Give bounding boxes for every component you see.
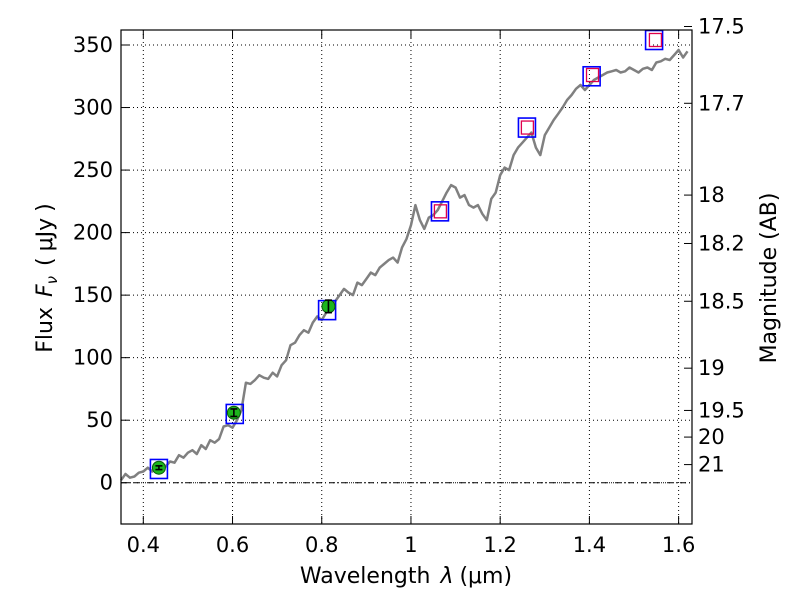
- y2-tick-label: 17.7: [698, 91, 745, 115]
- x-tick-label: 1.2: [483, 533, 516, 557]
- plot-frame: [120, 29, 693, 525]
- x-tick-label: 1.6: [662, 533, 695, 557]
- y2-tick-label: 18.5: [698, 289, 745, 313]
- y2-axis-ticks: 17.5 17.7 18 18.2 18.5 19 19.5 20 21: [684, 14, 745, 477]
- model-photometry-point: [582, 65, 601, 87]
- y-tick-label: 200: [73, 221, 113, 245]
- y-axis-ticks: 0 50 100 150 200 250 300 350: [73, 33, 129, 495]
- model-photometry-point: [225, 403, 245, 425]
- predicted-photometry-point: [520, 120, 535, 135]
- y2-tick-label: 21: [698, 453, 725, 477]
- y-axis-title: FluxFν(μJy): [33, 203, 61, 352]
- spectrum-line: [119, 48, 689, 481]
- y2-tick-label: 20: [698, 425, 725, 449]
- x-tick-label: 0.8: [305, 533, 338, 557]
- series-layer: [119, 29, 689, 481]
- x-axis-ticks: 0.4 0.6 0.8 1 1.2 1.4 1.6: [127, 30, 695, 557]
- y-tick-label: 100: [73, 346, 113, 370]
- x-axis-title: Wavelength λ (μm): [300, 564, 512, 589]
- x-tick-label: 0.4: [127, 533, 160, 557]
- y2-tick-label: 19: [698, 356, 725, 380]
- x-tick-label: 1: [404, 533, 417, 557]
- y-tick-label: 300: [73, 96, 113, 120]
- y2-axis-title: Magnitude (AB): [757, 193, 782, 364]
- x-tick-label: 1.4: [573, 533, 606, 557]
- model-photometry-point: [149, 458, 169, 480]
- y-tick-label: 50: [86, 408, 113, 432]
- y-tick-label: 350: [73, 33, 113, 57]
- predicted-photometry-point: [585, 67, 600, 83]
- predicted-photometry-point: [648, 32, 663, 48]
- predicted-photometry-point: [433, 204, 448, 219]
- model-photometry-point: [430, 201, 450, 222]
- y2-tick-label: 17.5: [698, 14, 745, 38]
- y2-tick-label: 18: [698, 183, 725, 207]
- y2-tick-label: 19.5: [698, 398, 745, 422]
- y-tick-label: 0: [100, 471, 113, 495]
- axes-frame: [120, 29, 693, 525]
- y-tick-label: 150: [73, 283, 113, 307]
- x-tick-label: 0.6: [216, 533, 249, 557]
- y2-tick-label: 18.2: [698, 231, 745, 255]
- model-photometry-point: [517, 117, 537, 138]
- y-tick-label: 250: [73, 158, 113, 182]
